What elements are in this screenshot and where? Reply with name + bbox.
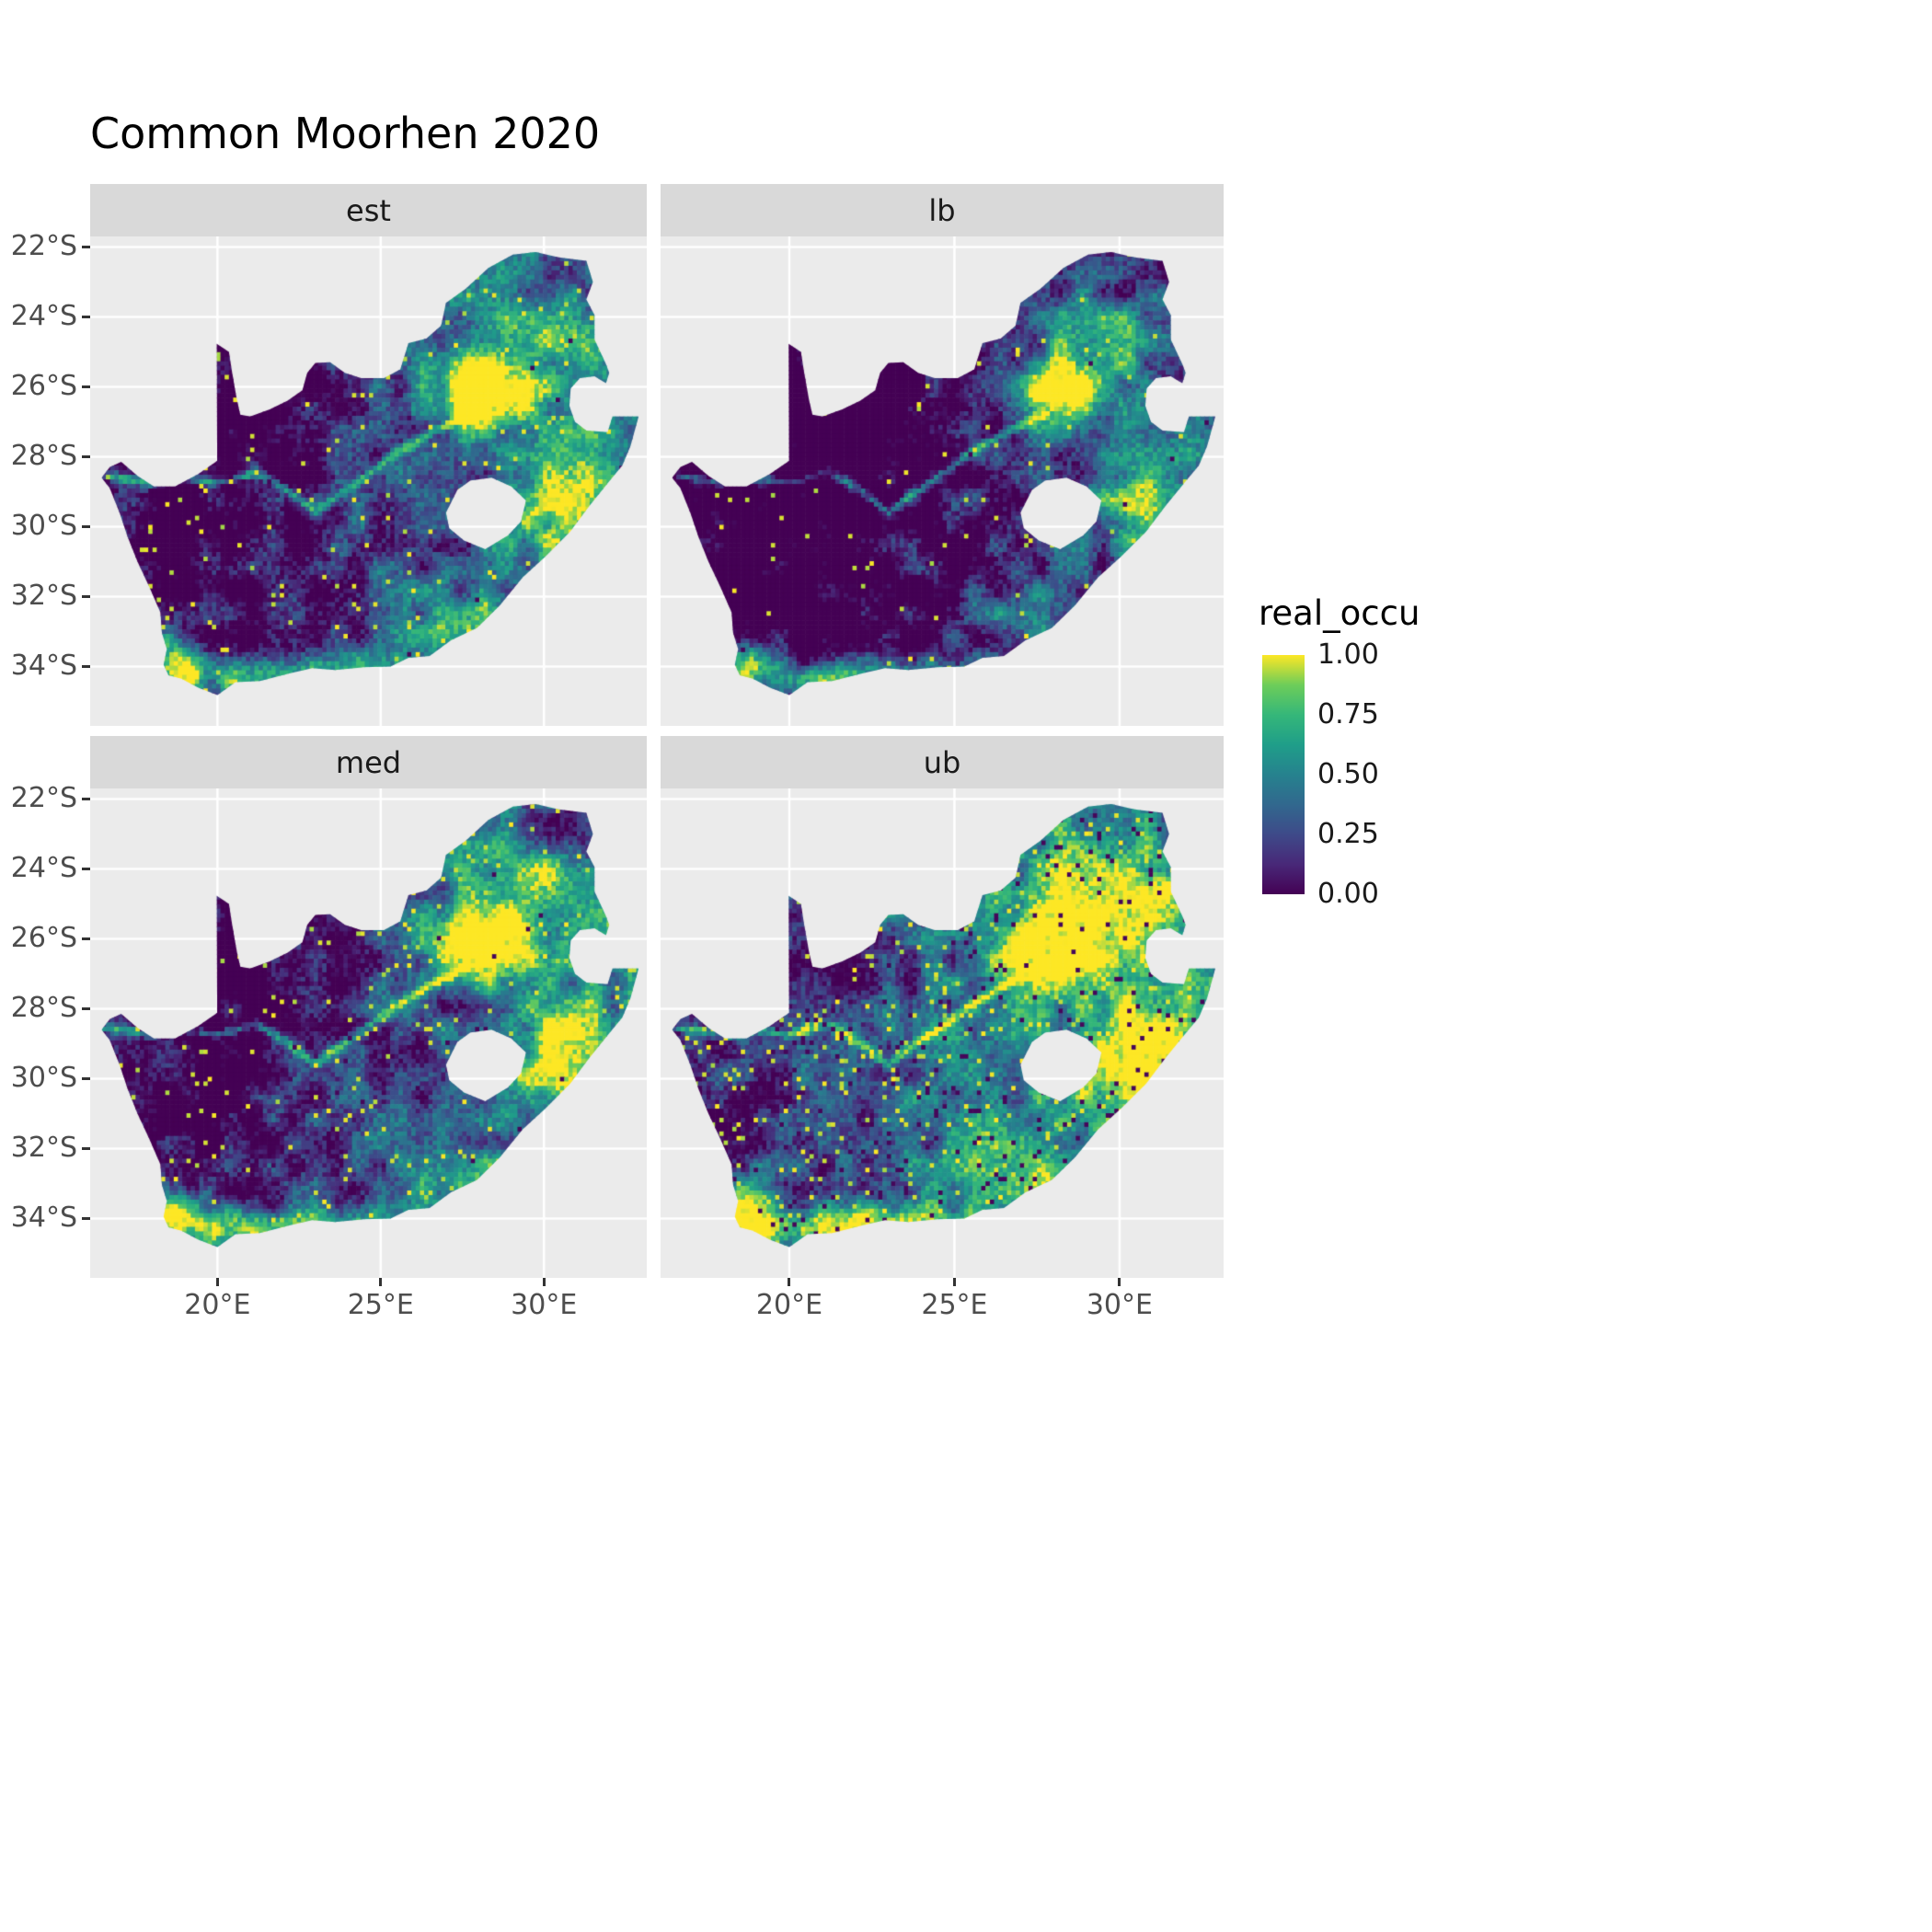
facet-strip-ub: ub (661, 736, 1224, 788)
facet-strip-est: est (90, 184, 647, 236)
y-axis-tick (82, 937, 90, 940)
x-axis-label: 30°E (1086, 1289, 1153, 1321)
legend-label: 1.00 (1317, 638, 1379, 671)
x-axis-label: 20°E (755, 1289, 823, 1321)
facet-strip-lb: lb (661, 184, 1224, 236)
facet-strip-med: med (90, 736, 647, 788)
y-axis-label: 24°S (10, 852, 77, 885)
legend-tick (1297, 893, 1305, 895)
facet-strip-label: est (346, 192, 391, 228)
y-axis-label: 30°S (10, 1062, 77, 1095)
legend-label: 0.75 (1317, 698, 1379, 730)
y-axis-label: 22°S (10, 230, 77, 263)
x-axis-label: 25°E (347, 1289, 414, 1321)
legend-label: 0.00 (1317, 878, 1379, 910)
facet-strip-label: med (335, 744, 402, 780)
x-axis-label: 25°E (921, 1289, 988, 1321)
y-axis-tick (82, 664, 90, 668)
y-axis-tick (82, 1076, 90, 1080)
facet-map-lb (661, 236, 1224, 726)
x-axis-tick (542, 1278, 546, 1286)
x-axis-label: 20°E (184, 1289, 251, 1321)
plot-title: Common Moorhen 2020 (90, 109, 601, 158)
legend-label: 0.50 (1317, 758, 1379, 790)
y-axis-label: 34°S (10, 650, 77, 683)
y-axis-label: 32°S (10, 1132, 77, 1165)
facet-strip-label: lb (928, 192, 956, 228)
x-axis-tick (215, 1278, 219, 1286)
x-axis-tick (379, 1278, 383, 1286)
legend-title: real_occu (1259, 593, 1420, 633)
y-axis-label: 26°S (10, 370, 77, 403)
x-axis-tick (1118, 1278, 1121, 1286)
x-axis-tick (952, 1278, 956, 1286)
legend-colorbar (1262, 655, 1305, 894)
y-axis-label: 30°S (10, 510, 77, 543)
y-axis-tick (82, 245, 90, 248)
y-axis-tick (82, 524, 90, 528)
y-axis-label: 24°S (10, 300, 77, 333)
x-axis-label: 30°E (511, 1289, 578, 1321)
y-axis-tick (82, 797, 90, 800)
y-axis-label: 26°S (10, 922, 77, 955)
y-axis-label: 22°S (10, 782, 77, 815)
y-axis-label: 28°S (10, 992, 77, 1025)
y-axis-tick (82, 1006, 90, 1010)
y-axis-label: 34°S (10, 1202, 77, 1235)
facet-map-med (90, 788, 647, 1278)
legend-label: 0.25 (1317, 818, 1379, 850)
facet-strip-label: ub (923, 744, 961, 780)
y-axis-tick (82, 385, 90, 388)
y-axis-label: 32°S (10, 580, 77, 613)
y-axis-tick (82, 1216, 90, 1220)
y-axis-label: 28°S (10, 440, 77, 473)
y-axis-tick (82, 315, 90, 318)
y-axis-tick (82, 594, 90, 598)
y-axis-tick (82, 1146, 90, 1150)
legend-tick (1262, 893, 1270, 895)
x-axis-tick (788, 1278, 791, 1286)
facet-map-est (90, 236, 647, 726)
y-axis-tick (82, 867, 90, 870)
facet-map-ub (661, 788, 1224, 1278)
y-axis-tick (82, 454, 90, 458)
